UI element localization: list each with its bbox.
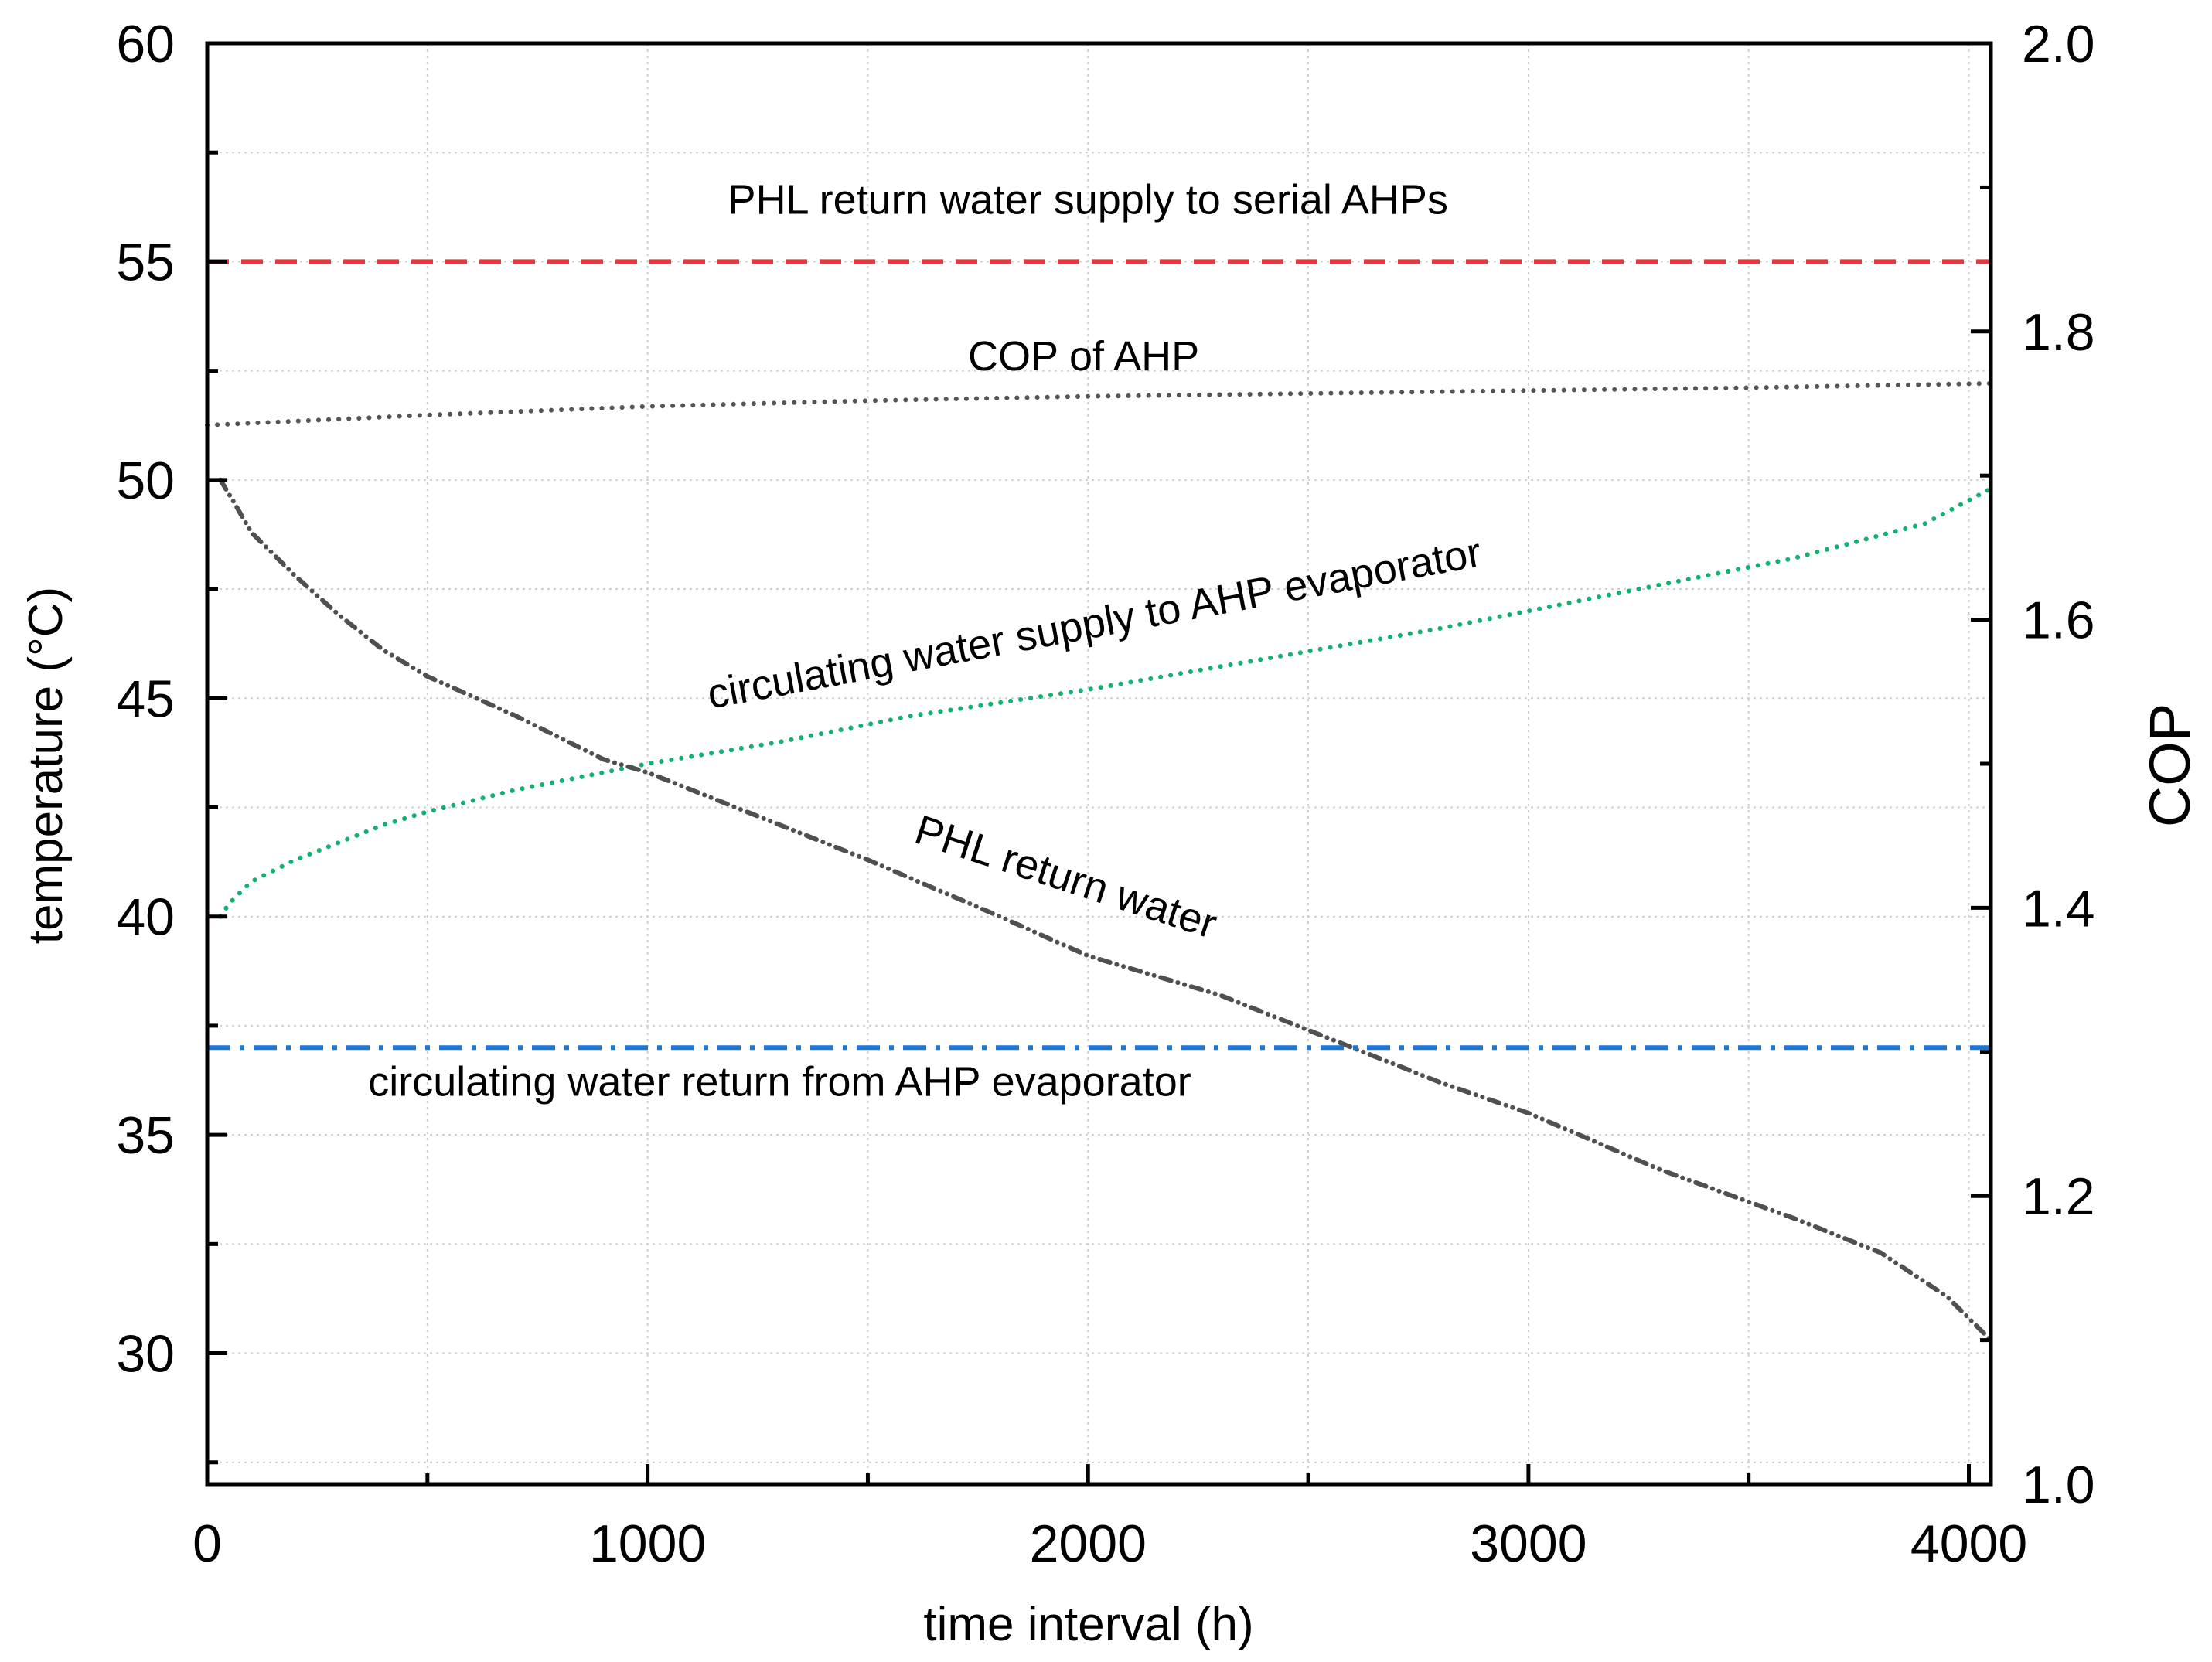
annotation-label: circulating water return from AHP evapor… — [368, 1058, 1191, 1105]
tick-labels: 0 1000 2000 3000 4000 30 35 40 45 50 55 60 1.0 1.2 1.4… — [116, 15, 2094, 1573]
annotations: PHL return water supply to serial AHPs CO… — [368, 176, 1484, 1105]
annotation-label: PHL return water — [909, 806, 1222, 948]
x-tick-label: 3000 — [1470, 1514, 1587, 1573]
series-cop-of-ahp — [205, 380, 1993, 427]
y2-tick-label: 1.8 — [2022, 303, 2095, 362]
y-tick-label: 30 — [116, 1325, 175, 1384]
annotation-label: COP of AHP — [968, 333, 1199, 380]
y-tick-label: 55 — [116, 233, 175, 291]
y2-tick-label: 2.0 — [2022, 15, 2095, 73]
x-tick-label: 4000 — [1910, 1514, 2027, 1573]
y-tick-label: 40 — [116, 888, 175, 947]
x-axis-title: time interval (h) — [923, 1598, 1253, 1651]
series-circulating-water-supply-to-ahp-evaporator — [218, 486, 1993, 919]
x-tick-label: 0 — [193, 1514, 222, 1573]
y2-tick-label: 1.4 — [2022, 879, 2095, 938]
y2-tick-label: 1.0 — [2022, 1456, 2095, 1514]
y2-tick-label: 1.2 — [2022, 1167, 2095, 1226]
y-axis-title: temperature (°C) — [19, 587, 73, 944]
y-tick-label: 35 — [116, 1106, 175, 1165]
series-phl-return-water — [218, 477, 1993, 1343]
x-tick-label: 2000 — [1030, 1514, 1147, 1573]
y2-tick-label: 1.6 — [2022, 591, 2095, 650]
annotation-label: circulating water supply to AHP evaporat… — [704, 529, 1484, 717]
series-layer — [205, 259, 1993, 1343]
axis-ticks — [205, 41, 1991, 1487]
y-tick-label: 60 — [116, 15, 175, 73]
x-tick-label: 1000 — [589, 1514, 706, 1573]
y-tick-label: 50 — [116, 451, 175, 510]
y2-axis-title: COP — [2138, 703, 2202, 827]
y-tick-label: 45 — [116, 669, 175, 728]
annotation-label: PHL return water supply to serial AHPs — [728, 176, 1448, 223]
grid — [206, 43, 1991, 1484]
